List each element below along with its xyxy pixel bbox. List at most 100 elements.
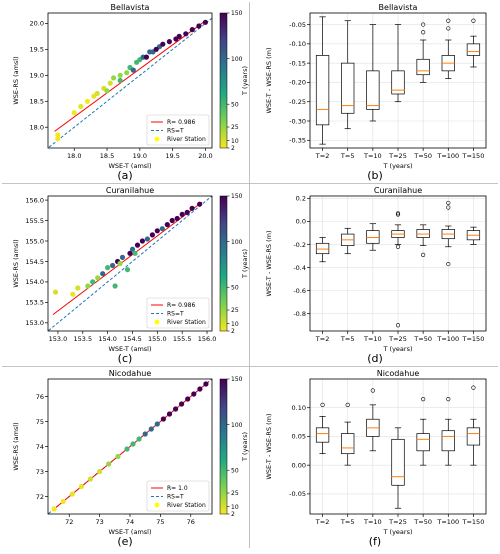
data-point xyxy=(107,80,113,86)
y-tick-label: -0.20 xyxy=(289,79,306,87)
panel-b: Bellavista (b) WSE-T - WSE-RS (m) T (years)… xyxy=(265,3,487,182)
y-axis-label: WSE-RS (amsl) xyxy=(12,56,20,104)
y-axis-label: WSE-RS (amsl) xyxy=(12,239,20,287)
y-tick-label: 76 xyxy=(36,393,44,401)
y-axis-label: WSE-RS (amsl) xyxy=(12,422,20,470)
box-body xyxy=(315,55,330,126)
x-tick-label: 154.0 xyxy=(98,335,117,343)
plot-content xyxy=(48,379,212,514)
data-point xyxy=(106,461,112,467)
y-tick-label: 155.0 xyxy=(25,237,44,245)
legend-identity-label: RS=T xyxy=(167,311,184,318)
data-point xyxy=(166,411,173,417)
data-point xyxy=(85,283,91,289)
chart-title: Bellavista xyxy=(111,3,150,12)
x-tick-label: T=5 xyxy=(340,152,355,160)
data-point xyxy=(60,498,66,505)
box-T=2 xyxy=(315,237,330,263)
y-tick-label: -0.4 xyxy=(293,264,306,272)
outlier-point xyxy=(421,30,426,35)
y-tick-label: -0.15 xyxy=(289,59,306,67)
box-T=10 xyxy=(366,24,380,122)
plot-content xyxy=(48,196,212,331)
legend-fit-label: R= 0.986 xyxy=(167,119,195,126)
legend-station-swatch xyxy=(154,502,160,508)
colorbar-tick-label: 2 xyxy=(231,511,235,518)
data-point xyxy=(94,90,100,97)
panel-label: (d) xyxy=(367,352,383,365)
data-point xyxy=(84,98,90,104)
x-tick-label: T=150 xyxy=(462,152,485,160)
data-point xyxy=(75,285,81,291)
y-tick-label: -0.05 xyxy=(289,21,306,29)
data-point xyxy=(144,236,150,242)
data-point xyxy=(52,289,59,295)
outlier-point xyxy=(395,244,401,249)
x-tick-label: 154.5 xyxy=(123,335,142,343)
identity-line xyxy=(48,17,212,148)
x-tick-label: 153.0 xyxy=(49,335,68,343)
x-axis-label: WSE-T (amsl) xyxy=(108,345,151,353)
y-tick-label: -0.10 xyxy=(289,40,306,48)
outlier-point xyxy=(471,18,476,23)
data-point xyxy=(184,209,190,215)
y-tick-label: 18.0 xyxy=(30,124,44,132)
panel-c: Curanilahue (c) WSE-RS (amsl) WSE-T (amsl) 1… xyxy=(12,186,249,365)
x-tick-label: T=5 xyxy=(340,335,355,343)
colorbar-tick-label: 150 xyxy=(231,193,243,200)
data-point xyxy=(197,201,203,207)
outlier-point xyxy=(471,385,476,390)
data-point xyxy=(183,31,189,37)
legend-identity-label: RS=T xyxy=(167,494,184,501)
legend-station-label: River Station xyxy=(167,136,206,143)
data-point xyxy=(71,110,77,116)
data-point xyxy=(110,262,116,269)
x-tick-label: T=100 xyxy=(436,518,459,526)
outlier-point xyxy=(395,211,401,216)
x-axis-label: T (years) xyxy=(383,528,413,536)
outlier-point xyxy=(320,402,325,407)
y-tick-label: 0.2 xyxy=(296,195,306,203)
x-tick-label: 76 xyxy=(187,518,195,526)
colorbar-tick-label: 50 xyxy=(231,467,239,474)
x-axis-label: T (years) xyxy=(383,162,413,170)
x-tick-label: T=2 xyxy=(315,518,330,526)
panel-d: Curanilahue (d) WSE-T - WSE-RS (m) T (years… xyxy=(265,186,487,365)
data-point xyxy=(139,238,145,244)
y-tick-label: 74 xyxy=(36,443,44,451)
box-body xyxy=(341,62,355,114)
x-axis-label: WSE-T (amsl) xyxy=(108,528,151,536)
y-tick-label: 154.5 xyxy=(25,258,44,266)
colorbar-tick-label: 10 xyxy=(231,138,239,145)
box-T=2 xyxy=(315,402,330,455)
box-body xyxy=(416,58,430,76)
x-tick-label: 72 xyxy=(65,518,73,526)
data-point xyxy=(202,19,208,25)
y-tick-label: 73 xyxy=(36,468,44,476)
x-tick-label: 19.5 xyxy=(165,152,179,160)
panel-a: Bellavista (a) WSE-RS (amsl) WSE-T (amsl) 18… xyxy=(12,3,249,182)
plot-content xyxy=(48,17,212,148)
box-T=50 xyxy=(416,224,430,257)
box-T=5 xyxy=(341,402,355,466)
y-axis-label: WSE-T - WSE-RS (m) xyxy=(265,231,273,297)
outlier-point xyxy=(395,323,401,328)
data-point xyxy=(55,136,61,142)
data-point xyxy=(69,491,75,497)
panel-label: (c) xyxy=(118,352,133,365)
y-tick-label: 156.0 xyxy=(25,196,44,204)
data-point xyxy=(100,271,106,277)
y-axis-label: WSE-T - WSE-RS (m) xyxy=(265,48,273,114)
outlier-point xyxy=(446,200,451,206)
x-tick-label: 153.5 xyxy=(73,335,92,343)
colorbar-label: T (years) xyxy=(241,249,249,279)
legend-station-label: River Station xyxy=(167,319,206,326)
plot-frame xyxy=(47,12,213,149)
colorbar-tick-label: 50 xyxy=(231,101,239,108)
y-tick-label: 0.00 xyxy=(292,461,306,469)
box-body xyxy=(416,433,430,452)
y-tick-label: 72 xyxy=(36,493,44,501)
box-T=150 xyxy=(466,18,481,68)
x-tick-label: T=100 xyxy=(436,152,459,160)
